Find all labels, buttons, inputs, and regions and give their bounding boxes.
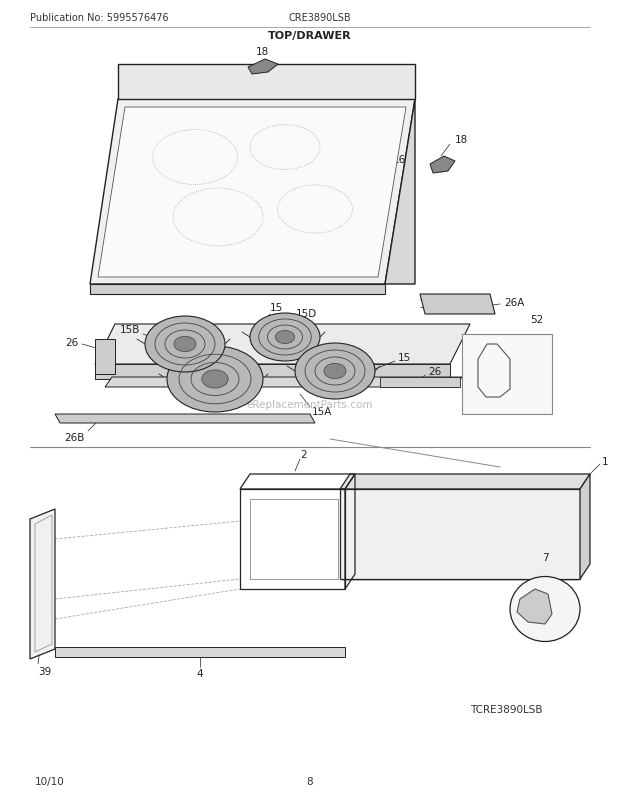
Text: 18: 18: [455, 135, 468, 145]
Polygon shape: [30, 509, 55, 659]
Text: 26B: 26B: [64, 432, 85, 443]
Ellipse shape: [250, 314, 320, 362]
Ellipse shape: [324, 364, 346, 379]
Text: 26A: 26A: [504, 298, 525, 308]
Polygon shape: [55, 415, 315, 423]
Text: 26: 26: [428, 367, 441, 376]
Polygon shape: [248, 60, 278, 75]
Text: 10/10: 10/10: [35, 776, 64, 786]
Polygon shape: [118, 65, 415, 100]
Polygon shape: [55, 647, 345, 657]
Text: 39: 39: [38, 666, 51, 676]
Polygon shape: [90, 100, 415, 285]
Polygon shape: [95, 339, 115, 375]
Text: 15D: 15D: [296, 309, 317, 318]
Ellipse shape: [145, 317, 225, 373]
Ellipse shape: [167, 346, 263, 412]
Polygon shape: [420, 294, 495, 314]
Polygon shape: [98, 107, 406, 277]
Text: TCRE3890LSB: TCRE3890LSB: [470, 704, 542, 714]
Text: 16: 16: [393, 155, 406, 164]
Text: 26: 26: [64, 338, 78, 347]
Polygon shape: [340, 475, 590, 489]
Ellipse shape: [174, 337, 196, 352]
Polygon shape: [95, 325, 470, 365]
Polygon shape: [430, 157, 455, 174]
Polygon shape: [95, 365, 450, 379]
Text: 15B: 15B: [120, 325, 140, 334]
Polygon shape: [580, 475, 590, 579]
Polygon shape: [517, 589, 552, 624]
Ellipse shape: [295, 343, 375, 399]
Text: TOP/DRAWER: TOP/DRAWER: [268, 31, 352, 41]
Text: 15A: 15A: [312, 407, 332, 416]
Polygon shape: [340, 489, 580, 579]
Ellipse shape: [202, 371, 228, 389]
Ellipse shape: [510, 577, 580, 642]
Text: 7: 7: [542, 553, 548, 562]
Polygon shape: [385, 100, 415, 285]
Text: 8: 8: [307, 776, 313, 786]
Text: 15: 15: [398, 353, 411, 363]
Text: 4: 4: [197, 668, 203, 678]
Text: 2: 2: [300, 449, 307, 460]
Text: 18: 18: [255, 47, 268, 57]
Text: eReplacementParts.com: eReplacementParts.com: [247, 399, 373, 410]
Text: 52: 52: [530, 314, 543, 325]
Text: 1: 1: [602, 456, 609, 467]
Text: Publication No: 5995576476: Publication No: 5995576476: [30, 13, 169, 23]
Ellipse shape: [275, 331, 294, 344]
Bar: [462, 334, 552, 415]
Polygon shape: [380, 378, 460, 387]
Text: CRE3890LSB: CRE3890LSB: [289, 13, 352, 23]
Polygon shape: [90, 285, 385, 294]
Polygon shape: [105, 378, 462, 387]
Text: 15: 15: [270, 302, 283, 313]
